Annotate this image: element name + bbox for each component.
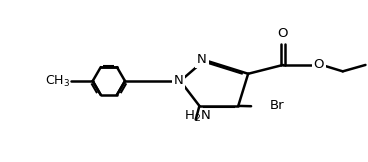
Text: N: N (197, 53, 206, 66)
Text: Br: Br (269, 99, 284, 112)
Text: N: N (174, 74, 183, 87)
Text: CH$_3$: CH$_3$ (45, 73, 70, 89)
Text: H$_2$N: H$_2$N (184, 109, 211, 124)
Text: O: O (278, 27, 288, 40)
Text: O: O (314, 58, 324, 71)
